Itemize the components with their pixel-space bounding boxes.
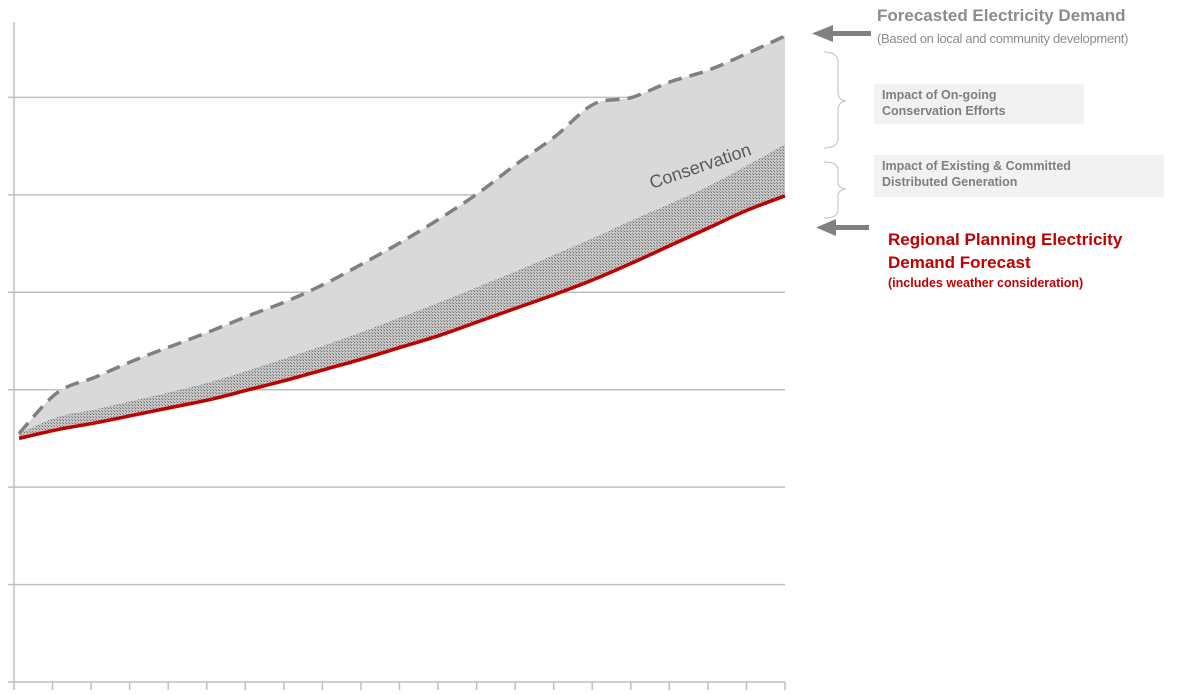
- conservation-impact-box: Impact of On-going Conservation Efforts: [874, 84, 1084, 124]
- forecast-arrow-icon: [812, 25, 871, 42]
- conservation-area: [19, 36, 785, 434]
- regional-forecast-subtitle: (includes weather consideration): [888, 276, 1084, 290]
- dg-impact-line1: Impact of Existing & Committed: [882, 159, 1071, 173]
- regional-forecast-line: [18, 194, 786, 441]
- distributed-generation-impact-box: Impact of Existing & Committed Distribut…: [874, 155, 1164, 197]
- forecasted-demand-line: [17, 34, 786, 435]
- conservation-impact-line1: Impact of On-going: [882, 88, 997, 102]
- conservation-impact-line2: Conservation Efforts: [882, 104, 1006, 118]
- forecasted-demand-subtitle: (Based on local and community developmen…: [877, 31, 1129, 46]
- distributed-generation-bracket: [823, 161, 847, 219]
- conservation-bracket: [823, 51, 847, 149]
- regional-title-line2: Demand Forecast: [888, 253, 1031, 272]
- forecasted-demand-title: Forecasted Electricity Demand: [877, 6, 1126, 25]
- regional-forecast-title: Regional Planning Electricity Demand For…: [888, 228, 1122, 274]
- regional-title-line1: Regional Planning Electricity: [888, 230, 1123, 249]
- axes: [8, 22, 786, 690]
- regional-arrow-icon: [816, 219, 869, 236]
- dg-impact-line2: Distributed Generation: [882, 175, 1018, 189]
